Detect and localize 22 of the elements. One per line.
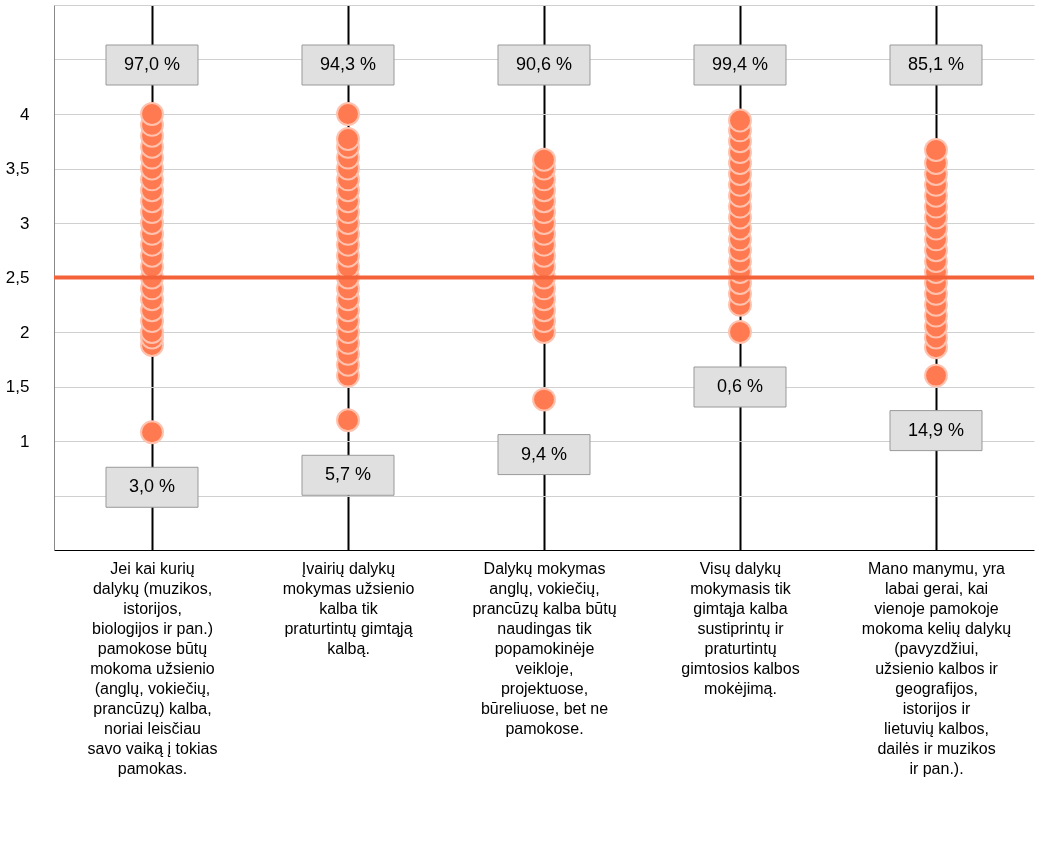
annotation: 90,6 % [515, 54, 573, 74]
y-tick-label: 2 [20, 322, 30, 342]
annotation: 5,7 % [324, 464, 372, 485]
category-label: Jei kai kurių dalykų (muzikos, istorijos, biologijos ir pan.) pamokose būtų mokoma užsienio (anglų, vokiečių, prancūzų) kalba, noriai leisčiau savo vaiką į tokias pamokas. [87, 559, 218, 777]
y-tick-label: 2,5 [5, 268, 30, 287]
category-label: Mano manymu, yra labai gerai, kai vienoje pamokoje mokoma kelių dalykų (pavyzdžiui, užsienio kalbos ir geografijos, istorijos ir lietuvių kalbos, dailės ir muzikos ir pan.). [861, 559, 1012, 777]
annotation: 97,0 % [123, 54, 181, 74]
y-tick-label: 3,5 [5, 159, 30, 178]
annotation: 0,6 % [716, 376, 764, 396]
annotation: 9,4 % [520, 443, 568, 464]
annotation: 99,4 % [711, 54, 769, 74]
annotation: 3,0 % [128, 476, 176, 497]
y-tick-label: 4 [20, 104, 30, 124]
y-tick-label: 3 [20, 213, 30, 233]
annotation: 14,9 % [907, 419, 965, 440]
x-tick-label: Visų dalykų mokymasis tik gimtąja kalba sustiprintų ir praturtintų gimtosios kalbos mokėjimą. [681, 559, 800, 697]
annotation: 94,3 % [319, 54, 377, 74]
y-tick-label: 1,5 [5, 377, 30, 396]
annotation: 85,1 % [907, 54, 965, 74]
x-tick-label: Įvairių dalykų mokymas užsienio kalba tik praturtintų gimtąją kalbą. [282, 559, 415, 657]
category-label: Dalykų mokymas anglų, vokiečių, prancūzų kalba būtų naudingas tik popamokinėje veikloje, projektuose, būreliuose, bet ne pamokose. [472, 559, 617, 737]
y-tick-label: 1 [20, 431, 30, 451]
